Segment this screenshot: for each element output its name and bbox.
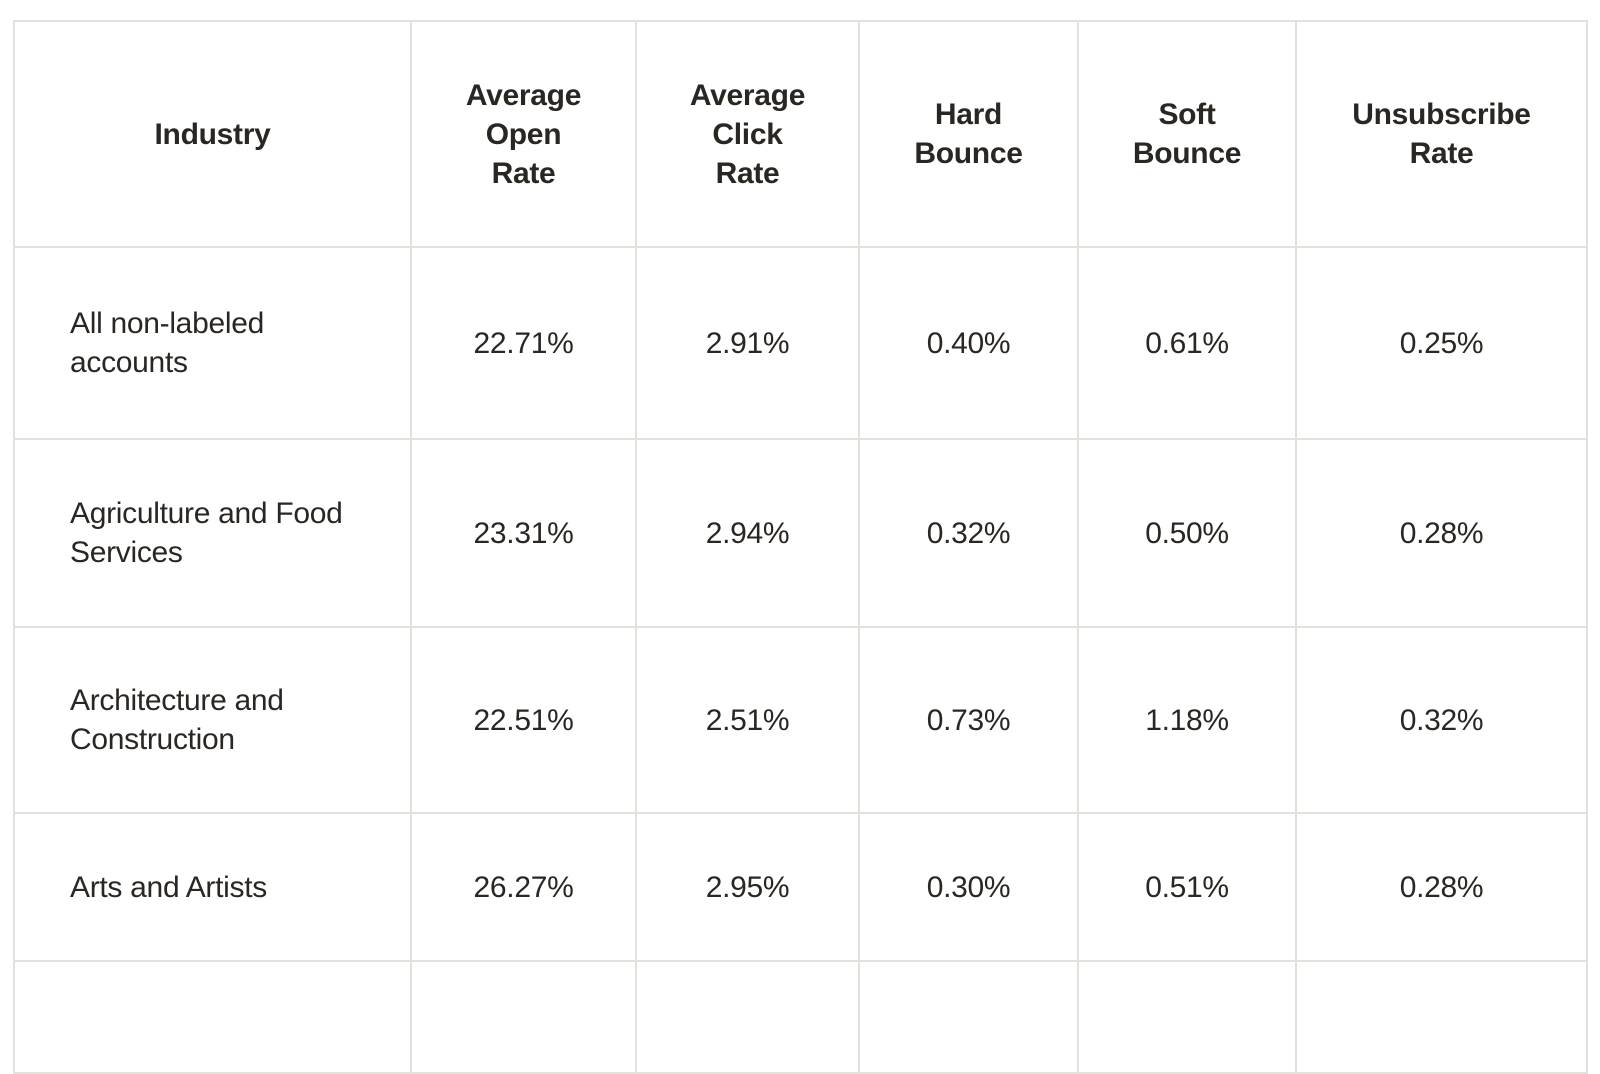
cell-soft-bounce: 0.51% (1077, 812, 1297, 962)
table-row: Architecture and Construction 22.51% 2.5… (13, 626, 1588, 814)
cell-average-click-rate: 2.51% (635, 626, 860, 814)
column-header-hard-bounce: Hard Bounce (858, 20, 1079, 248)
column-header-unsubscribe-rate: Unsubscribe Rate (1295, 20, 1588, 248)
cell-unsubscribe-rate: 0.25% (1295, 246, 1588, 440)
cell-industry (13, 960, 412, 1074)
cell-unsubscribe-rate: 0.32% (1295, 626, 1588, 814)
cell-hard-bounce: 0.73% (858, 626, 1079, 814)
cell-unsubscribe-rate: 0.28% (1295, 438, 1588, 628)
table-row: Arts and Artists 26.27% 2.95% 0.30% 0.51… (13, 812, 1588, 962)
cell-unsubscribe-rate (1295, 960, 1588, 1074)
cell-industry: All non-labeled accounts (13, 246, 412, 440)
cell-average-open-rate: 22.51% (410, 626, 637, 814)
column-header-average-open-rate: Average Open Rate (410, 20, 637, 248)
cell-soft-bounce: 1.18% (1077, 626, 1297, 814)
cell-hard-bounce: 0.40% (858, 246, 1079, 440)
column-header-industry: Industry (13, 20, 412, 248)
cell-soft-bounce (1077, 960, 1297, 1074)
cell-average-click-rate (635, 960, 860, 1074)
cell-soft-bounce: 0.61% (1077, 246, 1297, 440)
cell-average-open-rate (410, 960, 637, 1074)
cell-average-open-rate: 26.27% (410, 812, 637, 962)
column-header-average-click-rate: Average Click Rate (635, 20, 860, 248)
cell-average-open-rate: 22.71% (410, 246, 637, 440)
table-row: Agriculture and Food Services 23.31% 2.9… (13, 438, 1588, 628)
cell-industry: Arts and Artists (13, 812, 412, 962)
header-row: Industry Average Open Rate Average Click… (13, 20, 1588, 248)
cell-soft-bounce: 0.50% (1077, 438, 1297, 628)
cell-average-click-rate: 2.95% (635, 812, 860, 962)
cell-industry: Agriculture and Food Services (13, 438, 412, 628)
cell-average-open-rate: 23.31% (410, 438, 637, 628)
benchmarks-table: Industry Average Open Rate Average Click… (13, 20, 1588, 1074)
partial-row (13, 960, 1588, 1074)
table-row: All non-labeled accounts 22.71% 2.91% 0.… (13, 246, 1588, 440)
cell-hard-bounce (858, 960, 1079, 1074)
cell-unsubscribe-rate: 0.28% (1295, 812, 1588, 962)
cell-industry: Architecture and Construction (13, 626, 412, 814)
cell-hard-bounce: 0.30% (858, 812, 1079, 962)
cell-average-click-rate: 2.91% (635, 246, 860, 440)
cell-average-click-rate: 2.94% (635, 438, 860, 628)
cell-hard-bounce: 0.32% (858, 438, 1079, 628)
column-header-soft-bounce: Soft Bounce (1077, 20, 1297, 248)
